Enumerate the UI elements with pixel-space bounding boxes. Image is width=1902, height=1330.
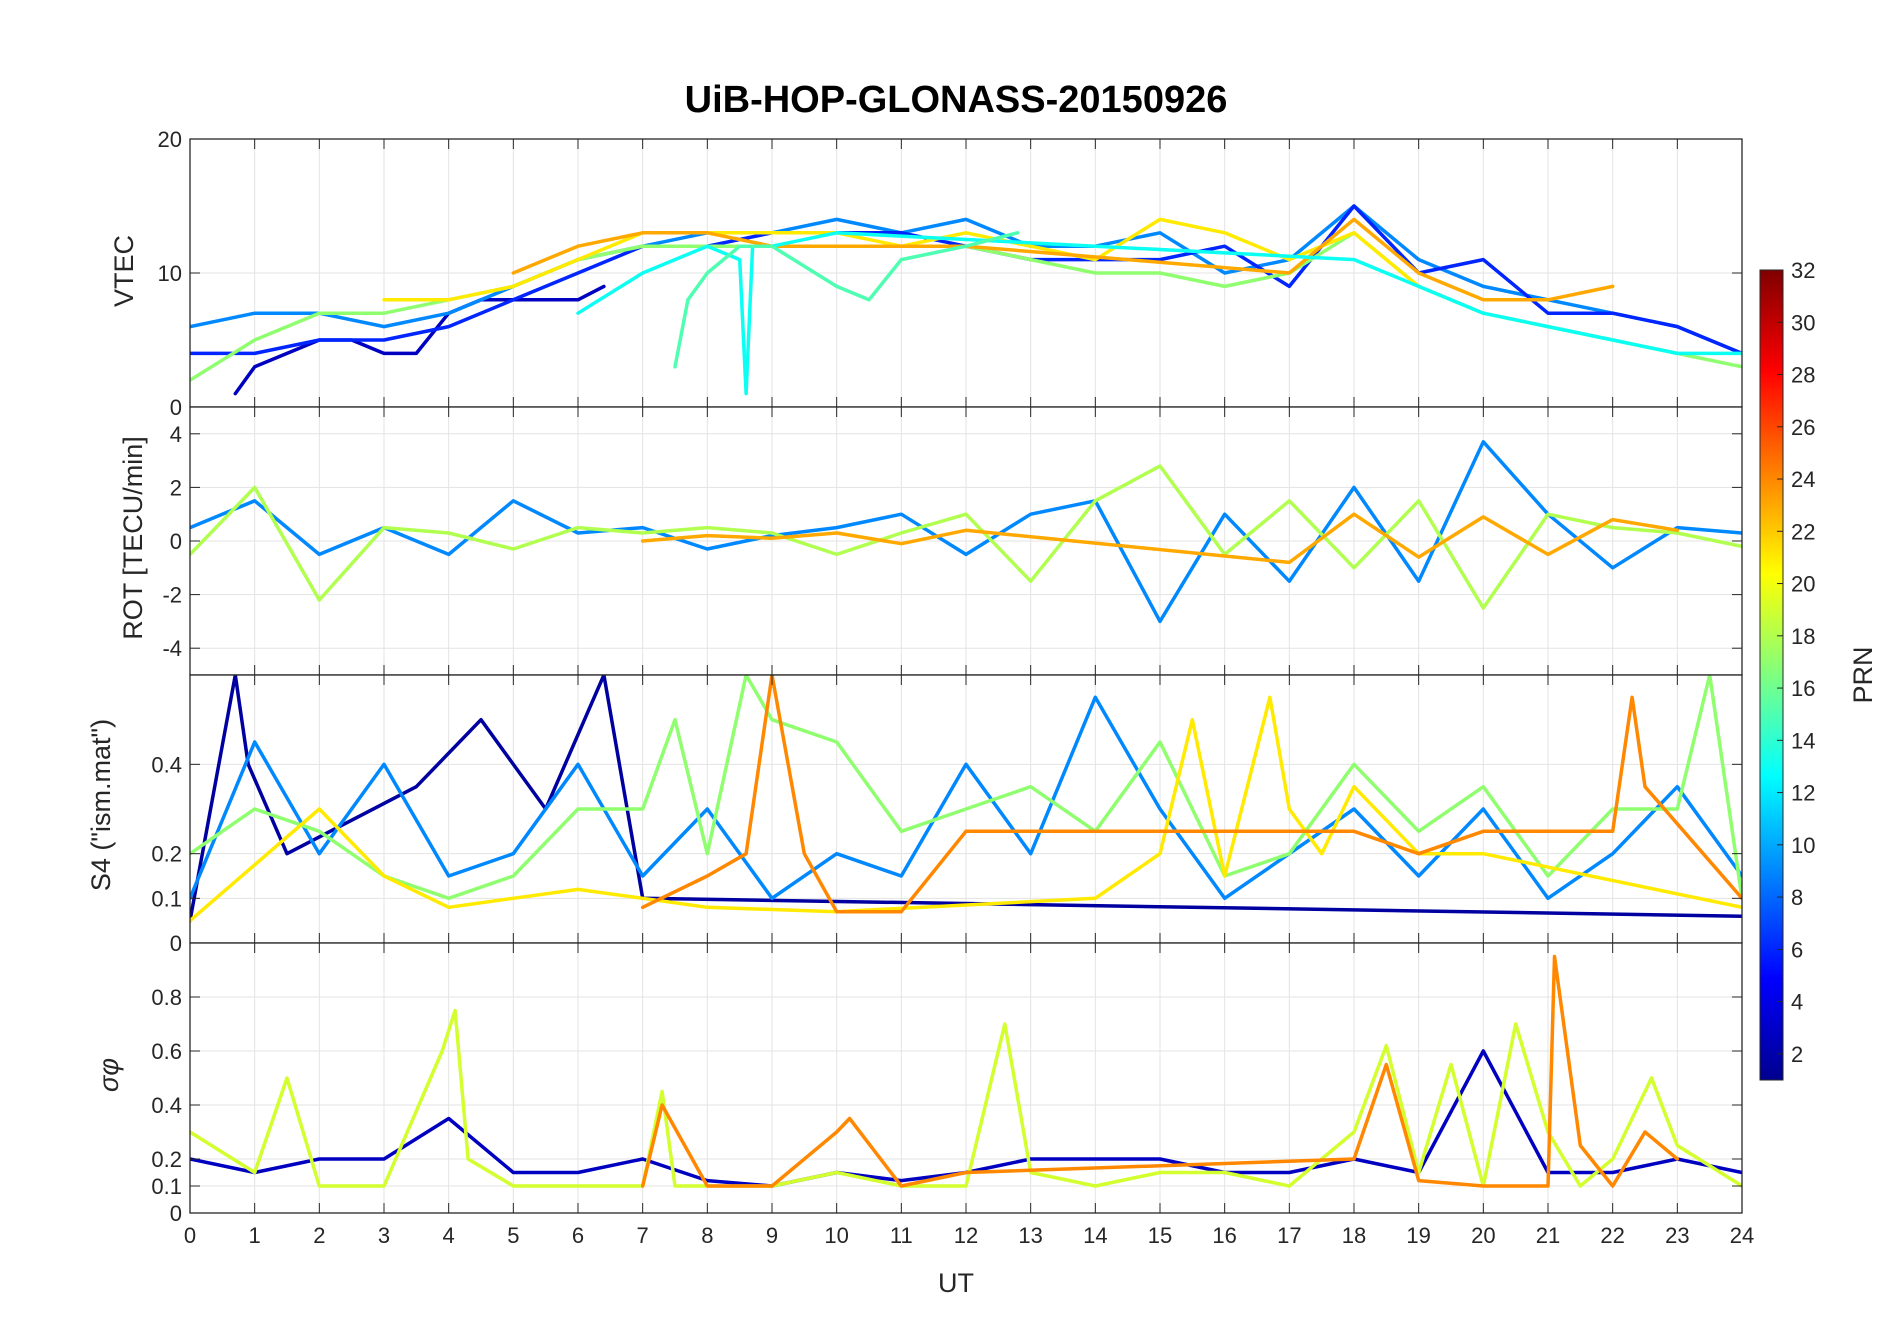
x-tick-label: 4 <box>443 1223 455 1248</box>
panel-s4-plot: 0 0.1 0.2 0.4 <box>151 674 1743 956</box>
y-tick-label: 0.2 <box>151 1147 182 1172</box>
y-tick-label: 0.2 <box>151 842 182 867</box>
x-tick-label: 19 <box>1406 1223 1430 1248</box>
x-tick-label: 6 <box>572 1223 584 1248</box>
x-tick-label: 14 <box>1083 1223 1107 1248</box>
series-line-prn-23 <box>640 512 1680 565</box>
series-line-prn-9 <box>190 695 1742 901</box>
panel-sigma-phi-series <box>190 954 1742 1188</box>
x-tick-label: 10 <box>824 1223 848 1248</box>
colorbar-tick-label: 12 <box>1791 781 1815 806</box>
colorbar-tick-label: 16 <box>1791 676 1815 701</box>
colorbar-label: PRN <box>1848 646 1878 703</box>
x-tick-label: 11 <box>890 1223 913 1248</box>
x-tick-label: 20 <box>1471 1223 1495 1248</box>
y-tick-label: 0 <box>170 1201 182 1226</box>
colorbar-tick-label: 32 <box>1791 258 1815 283</box>
series-line-prn-9 <box>190 204 1742 356</box>
colorbar-tick-label: 24 <box>1791 467 1815 492</box>
colorbar-tick-label: 28 <box>1791 363 1815 388</box>
x-tick-label: 8 <box>701 1223 713 1248</box>
colorbar-tick-label: 8 <box>1791 885 1803 910</box>
y-tick-label: 0 <box>170 529 182 554</box>
x-tick-label: 7 <box>637 1223 649 1248</box>
y-tick-label: 0.8 <box>151 985 182 1010</box>
colorbar-tick-label: 30 <box>1791 310 1815 335</box>
series-line-prn-24 <box>640 954 1680 1188</box>
x-tick-label: 3 <box>378 1223 390 1248</box>
x-tick-label: 0 <box>184 1223 196 1248</box>
colorbar-tick-label: 20 <box>1791 572 1815 597</box>
x-tick-label: 24 <box>1730 1223 1754 1248</box>
series-line-prn-3 <box>233 284 606 396</box>
x-tick-label: 13 <box>1018 1223 1042 1248</box>
colorbar-tick-label: 14 <box>1791 728 1815 753</box>
colorbar-tick-label: 18 <box>1791 624 1815 649</box>
x-tick-label: 2 <box>313 1223 325 1248</box>
colorbar-tick-label: 26 <box>1791 415 1815 440</box>
panel-vtec-plot: 0 10 20 <box>158 127 1743 420</box>
y-tick-label: -4 <box>162 636 182 661</box>
series-line-prn-2 <box>190 675 1742 923</box>
rot-axis-label: ROT [TECU/min] <box>118 436 148 640</box>
panel-sigma-phi-plot: 00.10.2 0.4 0.6 0.8 <box>151 942 1743 1226</box>
x-tick-label: 21 <box>1536 1223 1560 1248</box>
series-line-prn-9 <box>190 440 1742 624</box>
vtec-axis-label: VTEC <box>109 235 139 307</box>
colorbar-tick-label: 10 <box>1791 833 1815 858</box>
x-tick-label: 9 <box>766 1223 778 1248</box>
x-tick-label: 12 <box>954 1223 978 1248</box>
y-tick-label: 0.4 <box>151 752 182 777</box>
panel-s4: S4 ("ism.mat") <box>86 719 116 891</box>
x-tick-label: 22 <box>1600 1223 1624 1248</box>
y-tick-label: 2 <box>170 475 182 500</box>
y-tick-label: 0.4 <box>151 1093 182 1118</box>
x-tick-label: 5 <box>507 1223 519 1248</box>
colorbar-tick-label: 2 <box>1791 1042 1803 1067</box>
x-tick-label: 1 <box>249 1223 261 1248</box>
y-tick-label: -2 <box>162 583 182 608</box>
series-line-prn-18 <box>190 464 1742 610</box>
panel-rot-plot: -4 -2 0 2 4 <box>162 406 1743 676</box>
colorbar-tick-label: 6 <box>1791 937 1803 962</box>
panel-vtec: VTEC <box>109 235 139 307</box>
x-tick-label: 17 <box>1277 1223 1301 1248</box>
series-line-prn-24 <box>640 675 1742 914</box>
y-tick-label: 20 <box>158 127 182 152</box>
sigma-phi-axis-label: σφ <box>94 1058 124 1092</box>
panel-rot-series <box>190 440 1742 624</box>
series-line-prn-23 <box>511 217 1615 302</box>
y-tick-label: 4 <box>170 422 182 447</box>
chart-title: UiB-HOP-GLONASS-20150926 <box>685 79 1228 121</box>
series-line-prn-21 <box>190 695 1742 923</box>
y-tick-label: 0 <box>170 931 182 956</box>
series-line-prn-13 <box>576 231 1742 396</box>
s4-axis-label: S4 ("ism.mat") <box>86 719 116 891</box>
colorbar-tick-label: 22 <box>1791 519 1815 544</box>
x-tick-label: 23 <box>1665 1223 1689 1248</box>
panel-s4-series <box>190 675 1742 923</box>
y-tick-label: 10 <box>158 261 182 286</box>
panel-sigma-phi: σφ <box>94 1058 124 1092</box>
y-tick-label: 0 <box>170 395 182 420</box>
y-tick-label: 0.6 <box>151 1039 182 1064</box>
panel-vtec-series <box>190 204 1742 396</box>
y-tick-label: 0.1 <box>151 886 182 911</box>
x-tick-label: 18 <box>1342 1223 1366 1248</box>
panel-rot: ROT [TECU/min] <box>118 436 148 640</box>
x-axis-label: UT <box>938 1268 974 1298</box>
colorbar <box>1759 269 1784 1081</box>
x-tick-label: 16 <box>1212 1223 1236 1248</box>
series-line-prn-15 <box>673 231 1020 369</box>
series-line-prn-19 <box>190 1008 1742 1188</box>
x-tick-label: 15 <box>1148 1223 1172 1248</box>
y-tick-label: 0.1 <box>151 1174 182 1199</box>
colorbar-tick-label: 4 <box>1791 990 1803 1015</box>
